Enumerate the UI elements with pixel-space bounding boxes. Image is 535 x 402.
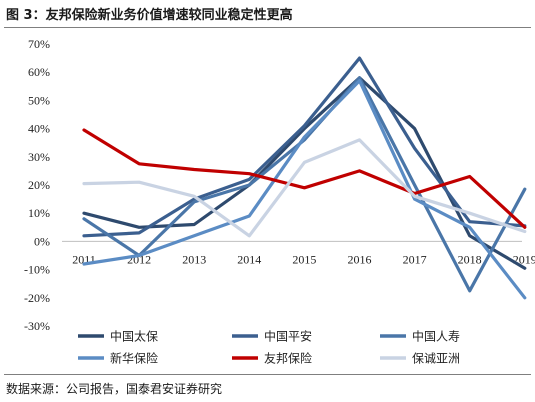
y-tick-label: 40% <box>28 122 50 136</box>
legend-item: 保诚亚洲 <box>380 352 460 366</box>
y-tick-label: -20% <box>24 291 50 305</box>
y-tick-label: 50% <box>28 93 50 107</box>
series-layer <box>82 56 527 300</box>
x-tick-label: 2016 <box>347 252 371 266</box>
x-tick-label: 2017 <box>403 252 427 266</box>
y-tick-label: 10% <box>28 206 50 220</box>
legend-label: 中国人寿 <box>412 329 460 344</box>
series-line <box>82 56 527 238</box>
legend-item: 新华保险 <box>78 351 158 366</box>
source-divider <box>4 374 531 375</box>
x-tick-label: 2015 <box>292 252 316 266</box>
x-tick-label: 2013 <box>182 252 206 266</box>
y-tick-label: 70% <box>28 37 50 51</box>
legend-label: 中国平安 <box>264 329 312 344</box>
source-note: 数据来源：公司报告，国泰君安证券研究 <box>6 382 223 396</box>
series-line <box>82 76 527 293</box>
legend-label: 保诚亚洲 <box>412 352 460 366</box>
legend-label: 新华保险 <box>110 351 158 366</box>
y-tick-label: -10% <box>24 263 50 277</box>
y-tick-label: -30% <box>24 319 50 333</box>
legend-label: 中国太保 <box>110 329 158 344</box>
legend-item: 中国太保 <box>78 329 158 344</box>
axis-layer: 70%60%50%40%30%20%10%0%-10%-20%-30%2011 2… <box>24 37 535 333</box>
figure-title: 图 3：友邦保险新业务价值增速较同业稳定性更高 <box>6 8 293 23</box>
series-line <box>82 79 527 300</box>
series-line <box>82 128 527 229</box>
legend-item: 中国人寿 <box>380 329 460 344</box>
title-divider <box>4 27 531 28</box>
legend-label: 友邦保险 <box>264 351 312 366</box>
line-chart: 70%60%50%40%30%20%10%0%-10%-20%-30%2011 2… <box>24 37 535 366</box>
series-line <box>82 138 527 238</box>
series-line <box>82 76 527 270</box>
y-tick-label: 0% <box>34 234 50 248</box>
legend-item: 中国平安 <box>232 329 312 344</box>
y-tick-label: 60% <box>28 65 50 79</box>
legend-item: 友邦保险 <box>232 351 312 366</box>
y-tick-label: 20% <box>28 178 50 192</box>
y-tick-label: 30% <box>28 150 50 164</box>
x-tick-label: 2014 <box>237 252 261 266</box>
x-tick-label: 2018 <box>458 252 482 266</box>
